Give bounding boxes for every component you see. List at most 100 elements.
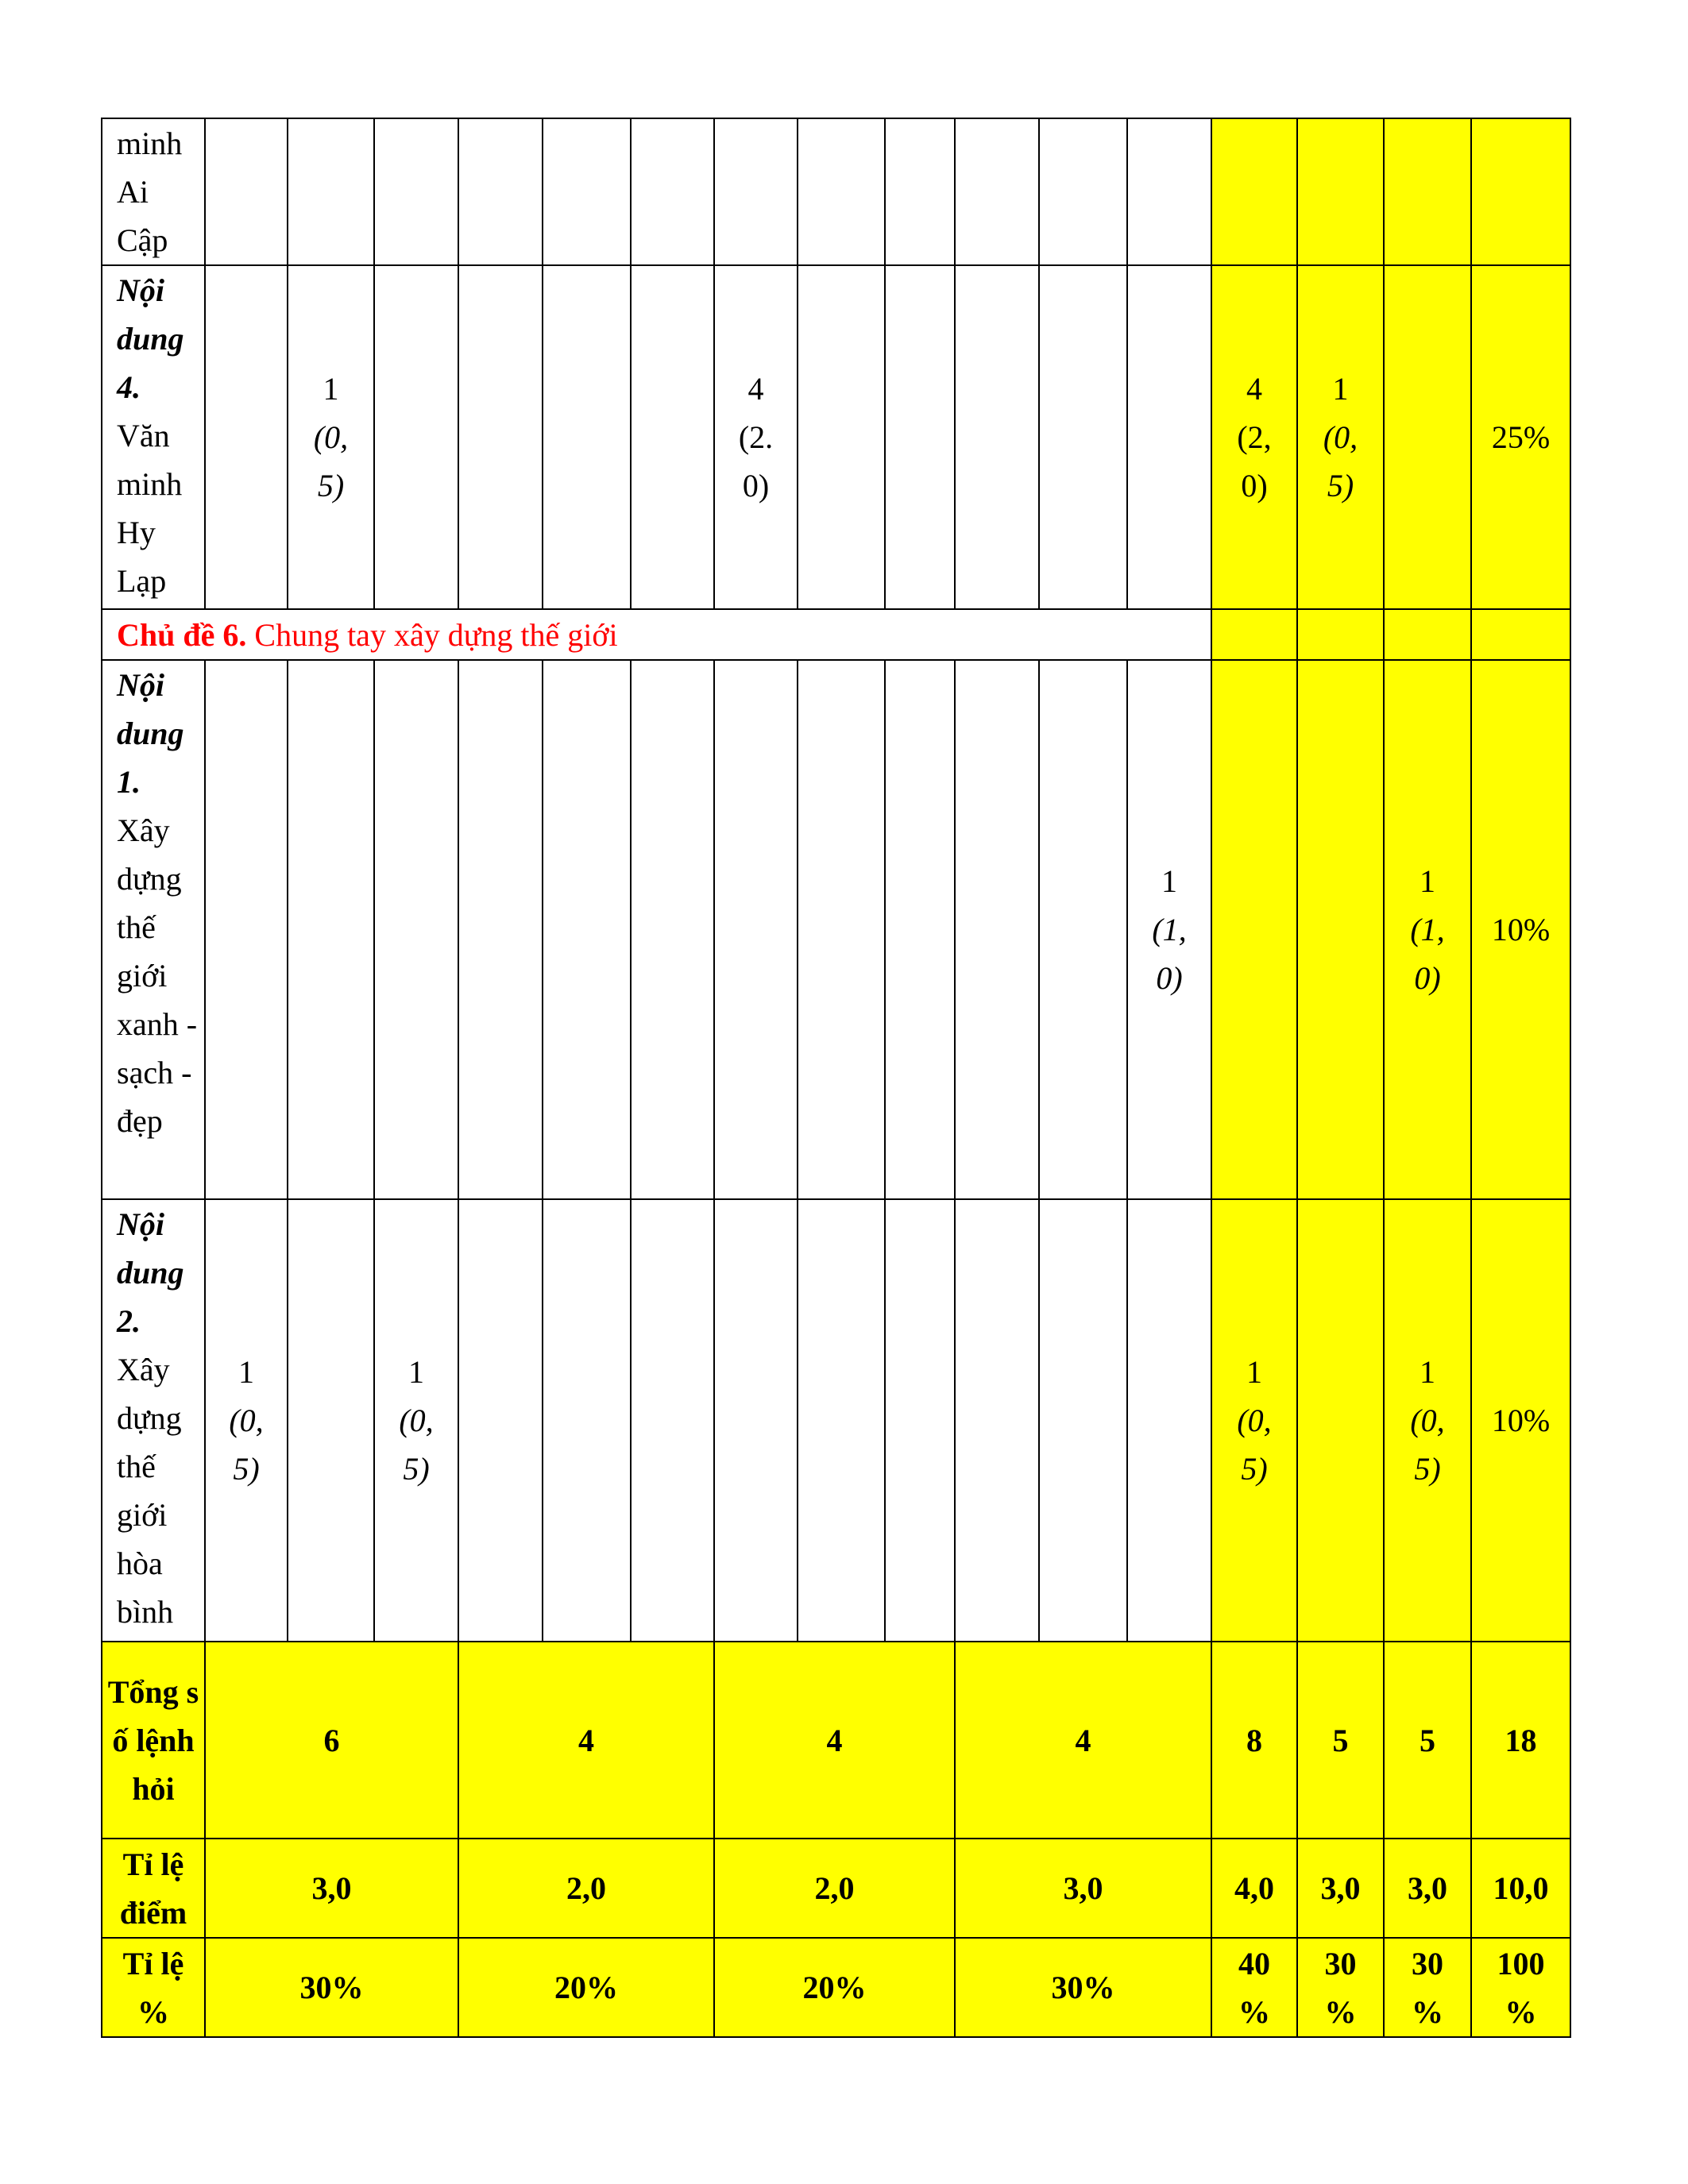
total-value: 4,0 xyxy=(1211,1838,1298,1939)
total-value: 40 % xyxy=(1211,1937,1298,2038)
level-cell xyxy=(1126,118,1212,266)
content-title: Nội dung 1. xyxy=(117,667,184,800)
total-value: 3,0 xyxy=(954,1838,1212,1939)
level-cell xyxy=(1038,1198,1128,1642)
question-count: 1 xyxy=(1332,371,1349,407)
content-name: minh Ai Cập xyxy=(117,125,183,258)
score: (0,5) xyxy=(1237,1403,1272,1487)
level-cell xyxy=(884,264,956,610)
total-label: Tổng số lệnh hỏi xyxy=(101,1641,206,1839)
level-cell xyxy=(884,118,956,266)
level-cell xyxy=(458,118,543,266)
total-value: 5 xyxy=(1296,1641,1385,1839)
content-name: Văn minh Hy Lạp xyxy=(117,418,183,599)
level-cell xyxy=(954,659,1040,1200)
content-name: Xây dựng thế giới xanh - sạch - đẹp xyxy=(117,812,198,1139)
total-value: 18 xyxy=(1470,1641,1571,1839)
summary-cell xyxy=(1383,608,1472,661)
level-cell xyxy=(373,264,459,610)
question-count: 4 xyxy=(747,371,764,407)
total-label: Tỉ lệ % xyxy=(101,1937,206,2038)
total-value: 30% xyxy=(954,1937,1212,2038)
level-cell xyxy=(630,659,715,1200)
total-value: 4 xyxy=(713,1641,956,1839)
total-value: 4 xyxy=(458,1641,715,1839)
level-cell xyxy=(630,118,715,266)
table-row: Nội dung 1. Xây dựng thế giới xanh - sạc… xyxy=(101,659,1571,1200)
summary-cell: 1 (1,0) xyxy=(1383,659,1472,1200)
summary-cell xyxy=(1211,118,1298,266)
score: (0,5) xyxy=(229,1403,264,1487)
topic-number: Chủ đề 6. xyxy=(117,616,247,653)
level-cell xyxy=(884,1198,956,1642)
score: (0,5) xyxy=(1410,1403,1445,1487)
level-cell xyxy=(797,1198,886,1642)
question-count: 1 xyxy=(1161,863,1177,899)
score: (0,5) xyxy=(1323,419,1358,504)
total-value: 30 % xyxy=(1383,1937,1472,2038)
level-cell xyxy=(713,118,798,266)
level-cell: 4 (2.0) xyxy=(713,264,798,610)
total-row: Tổng số lệnh hỏi 6 4 4 4 8 5 5 18 xyxy=(101,1641,1571,1839)
question-count: 1 xyxy=(1246,1354,1262,1390)
question-count: 1 xyxy=(408,1354,424,1390)
content-label: Nội dung 2. Xây dựng thế giới hòa bình xyxy=(101,1198,206,1642)
level-cell xyxy=(458,1198,543,1642)
score: (1,0) xyxy=(1152,912,1187,996)
level-cell: 1 (0,5) xyxy=(373,1198,459,1642)
total-value: 3,0 xyxy=(1296,1838,1385,1939)
level-cell xyxy=(542,659,632,1200)
summary-cell: 1 (0,5) xyxy=(1383,1198,1472,1642)
total-row: Tỉ lệ % 30% 20% 20% 30% 40 % 30 % 30 % 100 % xyxy=(101,1937,1571,2038)
summary-cell: 10% xyxy=(1470,1198,1571,1642)
level-cell xyxy=(1126,264,1212,610)
level-cell xyxy=(1038,264,1128,610)
level-cell xyxy=(458,264,543,610)
content-title: Nội dung 2. xyxy=(117,1206,184,1339)
matrix-table: minh Ai Cập Nội dung 4. Văn minh Hy Lạp 1 (… xyxy=(101,118,1571,2038)
question-count: 1 xyxy=(1420,863,1435,899)
summary-cell xyxy=(1383,264,1472,610)
level-cell xyxy=(458,659,543,1200)
score: (2.0) xyxy=(738,419,774,504)
level-cell xyxy=(797,264,886,610)
summary-cell: 1 (0,5) xyxy=(1211,1198,1298,1642)
score: (0,5) xyxy=(399,1403,434,1487)
question-count: 25% xyxy=(1491,419,1551,455)
content-title: Nội dung 4. xyxy=(117,272,184,405)
table-row: Chủ đề 6. Chung tay xây dựng thế giới xyxy=(101,608,1571,661)
level-cell xyxy=(287,1198,375,1642)
total-value: 20% xyxy=(713,1937,956,2038)
level-cell xyxy=(542,118,632,266)
level-cell: 1 (0,5) xyxy=(287,264,375,610)
level-cell xyxy=(204,659,288,1200)
level-cell xyxy=(630,264,715,610)
level-cell xyxy=(373,659,459,1200)
summary-cell: 1 (0,5) xyxy=(1296,264,1385,610)
table-row: Nội dung 4. Văn minh Hy Lạp 1 (0,5) 4 (2.0) 4… xyxy=(101,264,1571,610)
level-cell xyxy=(884,659,956,1200)
question-count: 1 xyxy=(1420,1354,1435,1390)
question-count: 10% xyxy=(1491,1403,1551,1438)
level-cell xyxy=(797,659,886,1200)
level-cell: 1 (0,5) xyxy=(204,1198,288,1642)
total-value: 2,0 xyxy=(713,1838,956,1939)
topic-heading: Chủ đề 6. Chung tay xây dựng thế giới xyxy=(101,608,1212,661)
level-cell xyxy=(954,264,1040,610)
total-value: 3,0 xyxy=(204,1838,459,1939)
summary-cell xyxy=(1296,118,1385,266)
total-value: 2,0 xyxy=(458,1838,715,1939)
total-value: 10,0 xyxy=(1470,1838,1571,1939)
level-cell xyxy=(373,118,459,266)
total-value: 3,0 xyxy=(1383,1838,1472,1939)
question-count: 4 xyxy=(1246,371,1262,407)
level-cell xyxy=(204,264,288,610)
score: (0,5) xyxy=(313,419,349,504)
total-label: Tỉ lệ điểm xyxy=(101,1838,206,1939)
total-value: 5 xyxy=(1383,1641,1472,1839)
level-cell xyxy=(713,1198,798,1642)
level-cell xyxy=(1038,659,1128,1200)
score: (2,0) xyxy=(1237,419,1272,504)
total-value: 6 xyxy=(204,1641,459,1839)
score: (1,0) xyxy=(1410,912,1445,996)
